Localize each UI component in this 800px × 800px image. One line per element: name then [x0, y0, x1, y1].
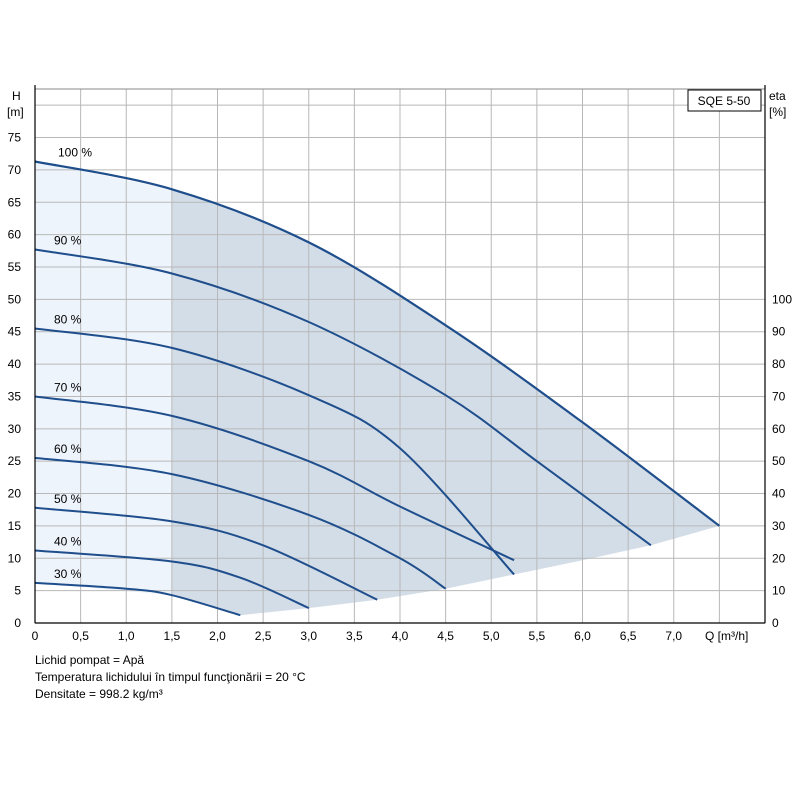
tick-labels: 0 5 10 15 20 25 30 35 40 45 50 55 60 65 70 75 0 10 20 30 40 5… — [8, 131, 793, 643]
y2-tick-label: 30 — [772, 519, 786, 533]
y2-tick-label: 70 — [772, 389, 786, 403]
y-tick-label: 30 — [8, 422, 22, 436]
curve-label: 30 % — [54, 567, 82, 581]
x-axis-label: Q [m³/h] — [705, 629, 748, 643]
x-tick-label: 5,0 — [483, 629, 500, 643]
y-tick-label: 20 — [8, 487, 22, 501]
x-tick-label: 2,5 — [255, 629, 272, 643]
y-tick-label: 25 — [8, 454, 22, 468]
y2-axis-label-eta: eta — [769, 89, 786, 103]
model-title: SQE 5-50 — [698, 94, 751, 108]
curve-label: 50 % — [54, 492, 82, 506]
curve-label: 90 % — [54, 234, 82, 248]
y2-tick-label: 60 — [772, 422, 786, 436]
x-tick-label: 2,0 — [209, 629, 226, 643]
y2-tick-label: 90 — [772, 325, 786, 339]
x-tick-label: 0 — [32, 629, 39, 643]
curves: 100 % 90 % 80 % 70 % 60 % 50 % 40 % 30 % — [34, 145, 721, 617]
x-tick-label: 1,5 — [164, 629, 181, 643]
note-temperature: Temperatura lichidului în timpul funcţio… — [35, 670, 306, 684]
pump-curve-50-percent — [34, 506, 378, 601]
y-tick-label: 15 — [8, 519, 22, 533]
curve-label: 70 % — [54, 380, 82, 394]
y-tick-label: 50 — [8, 292, 22, 306]
x-tick-label: 3,5 — [346, 629, 363, 643]
x-tick-label: 1,0 — [118, 629, 135, 643]
x-tick-label: 3,0 — [300, 629, 317, 643]
y-tick-label: 60 — [8, 228, 22, 242]
pump-curve-100-percent — [34, 160, 721, 527]
low-flow-region — [35, 161, 172, 596]
y2-tick-label: 100 — [772, 292, 792, 306]
note-pumped-liquid: Lichid pompat = Apă — [35, 653, 145, 667]
pump-curve-60-percent — [34, 456, 447, 590]
y2-tick-label: 50 — [772, 454, 786, 468]
x-tick-label: 0,5 — [72, 629, 89, 643]
y-tick-label: 0 — [14, 616, 21, 630]
curve-label: 100 % — [58, 145, 92, 159]
y2-tick-label: 40 — [772, 487, 786, 501]
x-tick-label: 6,5 — [620, 629, 637, 643]
y-tick-label: 45 — [8, 325, 22, 339]
y-tick-label: 75 — [8, 131, 22, 145]
model-title-box — [687, 89, 762, 112]
y2-tick-label: 20 — [772, 551, 786, 565]
curve-label: 60 % — [54, 442, 82, 456]
x-tick-label: 4,5 — [437, 629, 454, 643]
axes — [34, 85, 766, 624]
y-tick-label: 10 — [8, 551, 22, 565]
y2-tick-label: 0 — [772, 616, 779, 630]
pump-curve-70-percent — [34, 395, 515, 562]
x-tick-label: 6,0 — [574, 629, 591, 643]
y2-tick-label: 10 — [772, 584, 786, 598]
pump-curve-30-percent — [34, 581, 241, 617]
pump-curve-40-percent — [34, 549, 310, 610]
curve-label: 40 % — [54, 535, 82, 549]
note-density: Densitate = 998.2 kg/m³ — [35, 687, 163, 701]
y2-axis-label-unit: [%] — [769, 105, 786, 119]
pump-curve-80-percent — [34, 327, 515, 576]
y-tick-label: 70 — [8, 163, 22, 177]
y-tick-label: 65 — [8, 195, 22, 209]
y-axis-label-unit: [m] — [7, 105, 24, 119]
y2-tick-label: 80 — [772, 357, 786, 371]
curve-label: 80 % — [54, 312, 82, 326]
x-tick-label: 7,0 — [665, 629, 682, 643]
y-tick-label: 40 — [8, 357, 22, 371]
y-axis-label-h: H — [12, 89, 21, 103]
y-tick-label: 5 — [14, 584, 21, 598]
x-tick-label: 4,0 — [392, 629, 409, 643]
y-tick-label: 55 — [8, 260, 22, 274]
y-tick-label: 35 — [8, 389, 22, 403]
x-tick-label: 5,5 — [529, 629, 546, 643]
pump-curve-90-percent — [34, 248, 652, 547]
